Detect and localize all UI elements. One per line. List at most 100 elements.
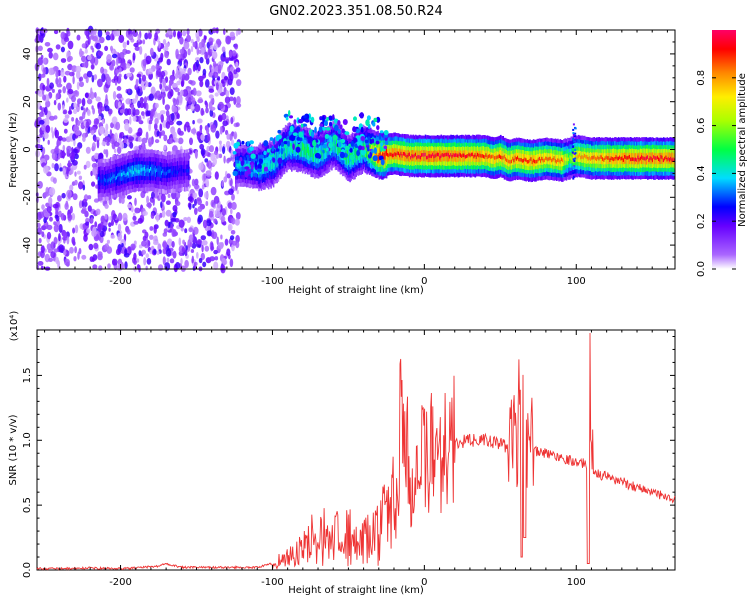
snr-x-axis-label: Height of straight line (km) — [288, 585, 424, 596]
ridge-blob — [325, 127, 331, 131]
noise-cell — [216, 40, 222, 46]
ridge-cell — [396, 151, 399, 155]
noise-cell — [74, 90, 78, 95]
noise-cell — [235, 122, 240, 127]
noise-cell — [67, 55, 73, 62]
noise-cell — [154, 117, 159, 125]
ridge-cell — [619, 155, 621, 160]
ridge-cell — [537, 157, 540, 162]
ridge-blob — [314, 152, 321, 159]
ridge-cell — [508, 159, 511, 164]
noise-cell — [89, 35, 94, 40]
noise-cell — [176, 113, 180, 120]
ridge-cell — [532, 158, 535, 163]
ridge-cell — [114, 176, 117, 181]
ridge-cell — [458, 152, 461, 157]
ridge-blob — [244, 166, 250, 170]
noise-cell — [208, 94, 214, 99]
noise-cell — [94, 152, 99, 160]
noise-cell — [230, 117, 234, 125]
ridge-blob — [379, 145, 383, 152]
ridge-blob — [369, 139, 373, 144]
noise-cell — [207, 160, 212, 169]
ridge-cell — [141, 167, 144, 172]
noise-cell — [60, 58, 67, 63]
ridge-cell — [636, 158, 638, 162]
noise-cell — [79, 223, 84, 230]
noise-cell — [43, 132, 49, 140]
ridge-cell — [598, 156, 600, 161]
ridge-blob — [337, 128, 341, 135]
ridge-cell — [457, 154, 460, 158]
ridge-cell — [445, 152, 447, 157]
noise-cell — [116, 86, 122, 91]
noise-cell — [226, 133, 230, 140]
noise-cell — [173, 30, 176, 38]
streak-cell — [574, 174, 577, 177]
ridge-cell — [637, 155, 639, 160]
noise-cell — [36, 211, 42, 221]
noise-cell — [154, 102, 159, 109]
ridge-cell — [348, 155, 350, 164]
noise-cell — [91, 162, 98, 169]
noise-cell — [49, 187, 56, 196]
ridge-blob — [375, 137, 379, 142]
ridge-cell — [624, 155, 626, 159]
ridge-cell — [492, 154, 495, 159]
ridge-cell — [390, 152, 393, 157]
snr-series-line — [36, 332, 676, 571]
ridge-cell — [441, 153, 444, 157]
ridge-cell — [393, 153, 395, 157]
ridge-cell — [651, 152, 654, 164]
ridge-cell — [247, 163, 249, 168]
ridge-cell — [631, 157, 633, 161]
y-tick-label: 1.5 — [22, 367, 33, 383]
noise-cell — [55, 93, 58, 101]
colorbar-tick-label: 0.0 — [696, 261, 707, 277]
noise-cell — [87, 195, 92, 200]
noise-cell — [158, 264, 164, 271]
noise-cell — [66, 236, 70, 245]
ridge-cell — [671, 158, 673, 162]
noise-cell — [165, 200, 171, 205]
ridge-cell — [150, 165, 152, 177]
noise-cell — [92, 107, 95, 115]
noise-cell — [37, 45, 43, 52]
noise-cell — [72, 227, 76, 234]
noise-cell — [129, 67, 135, 73]
ridge-cell — [399, 153, 401, 158]
ridge-cell — [497, 154, 500, 159]
ridge-cell — [656, 155, 659, 160]
noise-cell — [172, 205, 178, 212]
noise-cell — [104, 203, 109, 209]
noise-cell — [97, 101, 103, 109]
noise-cell — [231, 201, 237, 210]
ridge-cell — [501, 155, 503, 160]
ridge-blob — [232, 170, 238, 175]
noise-cell — [206, 230, 212, 237]
ridge-blob — [266, 148, 271, 153]
noise-cell — [64, 258, 70, 266]
ridge-cell — [552, 157, 554, 162]
noise-cell — [43, 165, 49, 174]
noise-cell — [196, 46, 200, 56]
ridge-cell — [433, 154, 435, 159]
noise-cell — [224, 96, 231, 104]
noise-cell — [160, 114, 164, 121]
noise-cell — [46, 224, 53, 230]
ridge-blob — [275, 148, 280, 152]
noise-cell — [108, 222, 112, 228]
ridge-cell — [540, 159, 542, 163]
noise-cell — [97, 29, 103, 38]
ridge-blob — [366, 115, 371, 121]
noise-cell — [133, 240, 137, 246]
colorbar-tick-label: 0.6 — [696, 118, 707, 134]
noise-cell — [119, 67, 122, 73]
ridge-blob — [289, 134, 296, 142]
ridge-blob — [337, 120, 341, 126]
noise-cell — [112, 258, 118, 266]
noise-cell — [133, 252, 137, 261]
noise-cell — [181, 246, 186, 253]
ridge-cell — [424, 152, 427, 157]
noise-cell — [53, 221, 57, 226]
